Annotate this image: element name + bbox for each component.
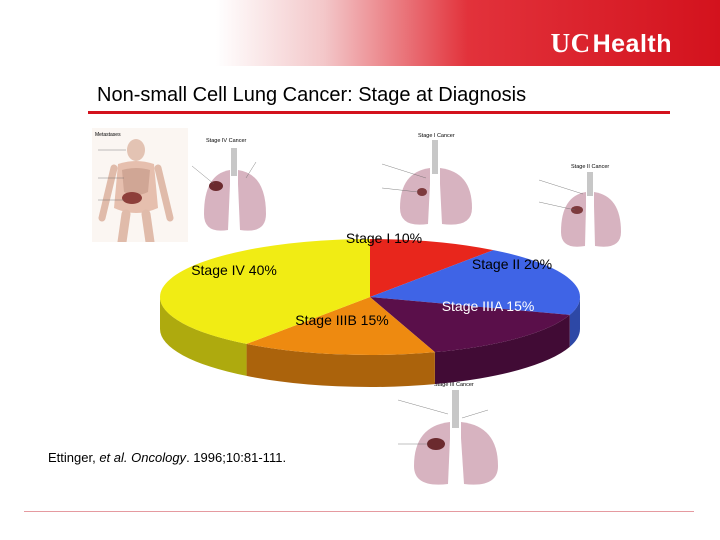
- footer-divider: [24, 511, 694, 512]
- stage3-lung-illustration: Stage III Cancer: [397, 382, 498, 485]
- pie-slice-side-stage-iiib: [246, 343, 435, 387]
- pie-slice-stage-iiia: [370, 297, 570, 353]
- stage2-lung-illustration: Stage II Cancer: [538, 164, 621, 247]
- metastases-label: Metastases: [95, 132, 121, 138]
- stage4-illustration-title: Stage IV Cancer: [206, 138, 247, 144]
- page-title: Non-small Cell Lung Cancer: Stage at Dia…: [97, 84, 527, 106]
- stage3-illustration-title: Stage III Cancer: [434, 382, 474, 388]
- pie-slice-stage-i: [370, 239, 494, 297]
- pie-slice-side-stage-iv: [160, 297, 247, 376]
- slice-label-stage-ii: Stage II 20%: [472, 256, 552, 272]
- slice-label-stage-iiia: Stage IIIA 15%: [442, 298, 535, 314]
- citation-rest: . 1996;10:81-111.: [186, 450, 287, 465]
- uc-health-logo: UCHealth: [551, 28, 672, 59]
- pie-slice-side-stage-iiia: [434, 314, 570, 385]
- logo-health: Health: [592, 30, 672, 58]
- header-band: [0, 0, 720, 66]
- pie-slice-stage-ii: [370, 250, 580, 315]
- citation-etal: et al.: [99, 450, 128, 465]
- pie-slice-stage-iv: [159, 239, 370, 344]
- stage1-illustration-title: Stage I Cancer: [418, 133, 455, 139]
- slice-label-stage-iv: Stage IV 40%: [191, 262, 277, 278]
- citation-journal: Oncology: [131, 450, 187, 465]
- citation-authors: Ettinger,: [48, 450, 96, 465]
- pie-slice-side-stage-ii: [569, 297, 580, 347]
- stage2-illustration-title: Stage II Cancer: [571, 164, 609, 170]
- citation: Ettinger, et al. Oncology. 1996;10:81-11…: [48, 450, 286, 465]
- pie-slice-stage-iiib: [246, 297, 435, 355]
- logo-uc: UC: [550, 28, 591, 58]
- metastases-body-illustration: Metastases: [92, 128, 188, 242]
- stage1-lung-illustration: Stage I Cancer: [381, 133, 472, 225]
- slice-label-stage-i: Stage I 10%: [346, 230, 422, 246]
- slice-label-stage-iiib: Stage IIIB 15%: [295, 312, 388, 328]
- stage4-lung-illustration: Stage IV Cancer: [191, 138, 266, 231]
- title-divider: [88, 111, 670, 114]
- stage-pie-chart: Stage I 10% Stage II 20% Stage IIIA 15% Sta…: [159, 230, 580, 387]
